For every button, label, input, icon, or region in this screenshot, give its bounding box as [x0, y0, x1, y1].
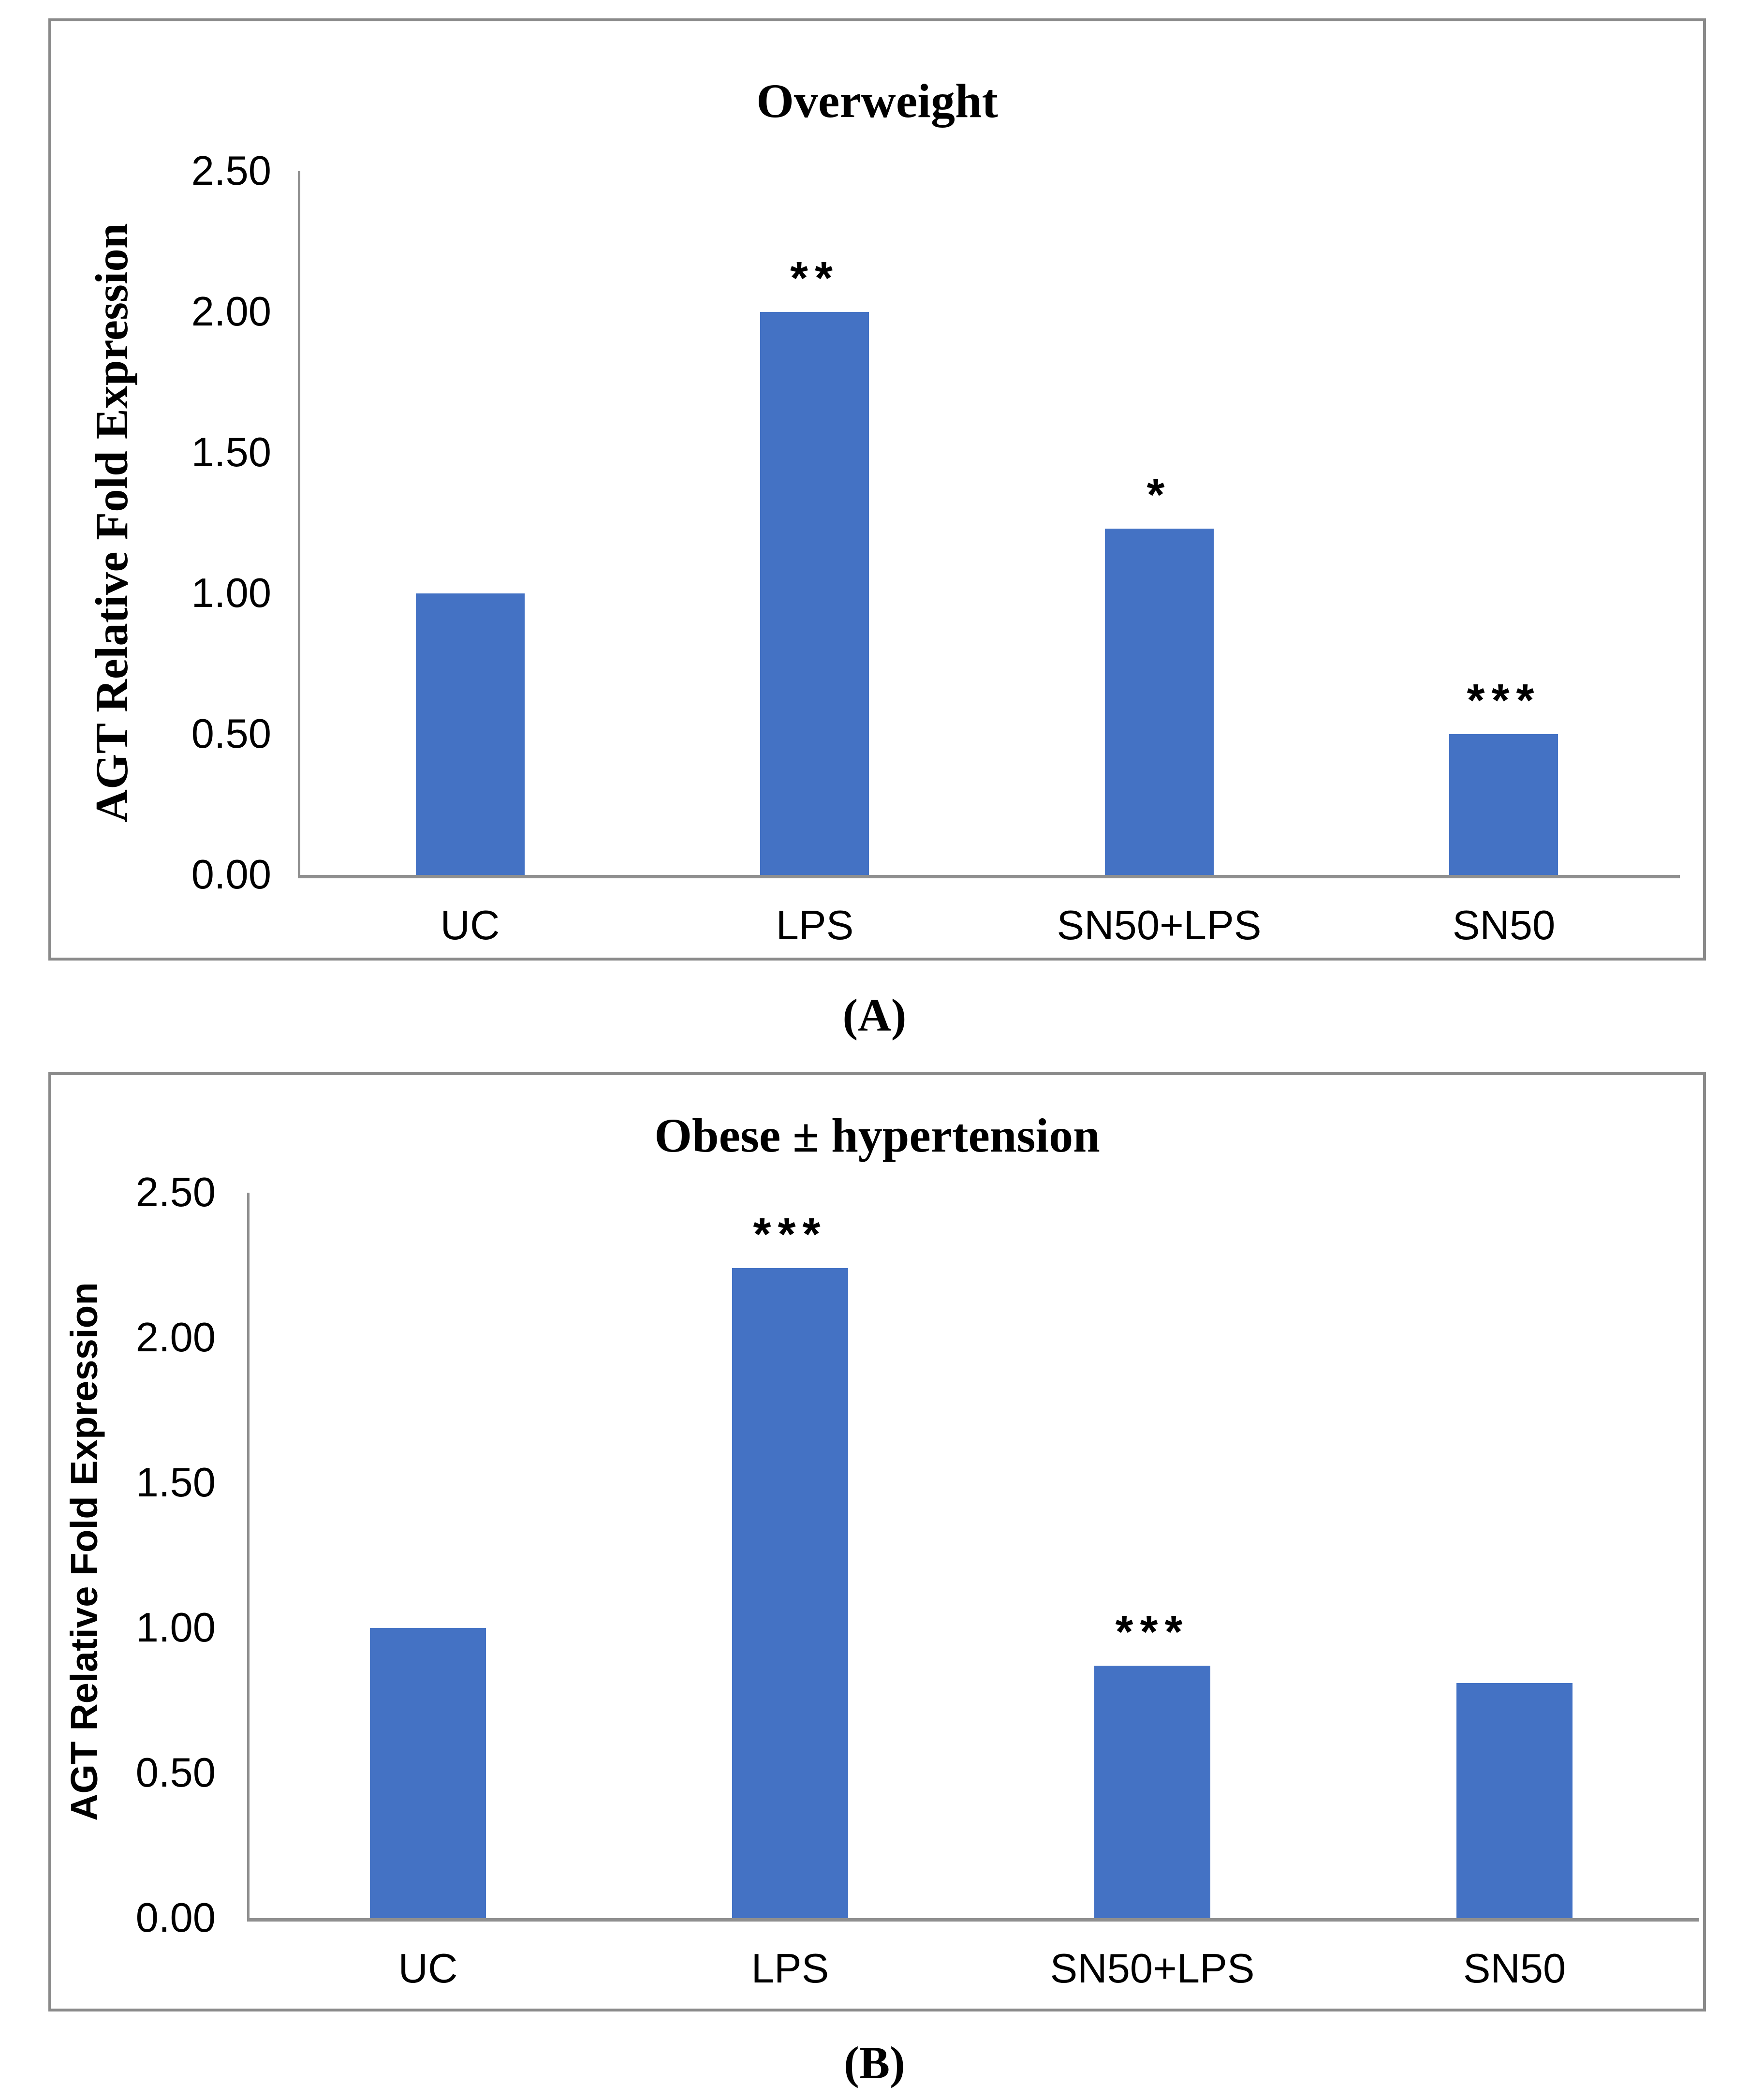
- y-axis-label: AGT Relative Fold Expression: [62, 1282, 105, 1821]
- plot-area: *** ***: [247, 1193, 1699, 1922]
- y-tick-label: 2.00: [135, 1315, 216, 1361]
- caption-a: (A): [842, 990, 907, 1041]
- bar-uc: [370, 1628, 486, 1918]
- bar-lps: [732, 1268, 848, 1918]
- category-label: UC: [398, 1946, 458, 1992]
- significance-marker: ***: [1115, 1606, 1190, 1657]
- significance-marker: *: [1146, 469, 1172, 520]
- category-label: SN50+LPS: [1050, 1946, 1255, 1992]
- y-tick-label: 0.00: [135, 1895, 216, 1941]
- y-tick-label: 1.00: [191, 570, 271, 616]
- y-axis-line: [247, 1193, 250, 1918]
- plot-area: ******: [298, 171, 1680, 878]
- category-label: SN50+LPS: [1057, 902, 1262, 948]
- bar-sn50: [1456, 1683, 1573, 1918]
- panel-b: Obese ± hypertension AGT Relative Fold E…: [48, 1072, 1706, 2011]
- y-tick-label: 1.50: [191, 429, 271, 475]
- category-label: UC: [440, 902, 500, 948]
- y-tick-label: 1.00: [135, 1605, 216, 1651]
- panel-a: Overweight AGT Relative Fold Expression …: [48, 18, 1706, 961]
- category-label: LPS: [776, 902, 854, 948]
- category-label: LPS: [751, 1946, 829, 1992]
- chart-title: Obese ± hypertension: [654, 1109, 1100, 1162]
- significance-marker: ***: [1467, 675, 1541, 726]
- chart-title: Overweight: [756, 74, 998, 128]
- caption-b: (B): [844, 2037, 905, 2088]
- x-axis-line: [247, 1918, 1699, 1922]
- y-tick-label: 0.50: [191, 711, 271, 757]
- y-tick-label: 2.50: [135, 1169, 216, 1215]
- bar-sn50-lps: [1094, 1666, 1210, 1918]
- bar-sn50: [1449, 734, 1558, 875]
- y-axis-line: [298, 171, 300, 875]
- y-tick-label: 1.50: [135, 1460, 216, 1506]
- x-axis-line: [298, 875, 1680, 878]
- significance-marker: ***: [753, 1209, 827, 1260]
- category-label: SN50: [1452, 902, 1556, 948]
- bar-lps: [760, 312, 869, 875]
- y-tick-label: 0.00: [191, 852, 271, 898]
- y-tick-label: 2.50: [191, 148, 271, 194]
- y-tick-label: 2.00: [191, 289, 271, 335]
- y-tick-label: 0.50: [135, 1750, 216, 1796]
- bar-sn50-lps: [1105, 529, 1214, 875]
- category-label: SN50: [1463, 1946, 1566, 1992]
- significance-marker: **: [790, 252, 839, 304]
- bar-uc: [416, 593, 525, 875]
